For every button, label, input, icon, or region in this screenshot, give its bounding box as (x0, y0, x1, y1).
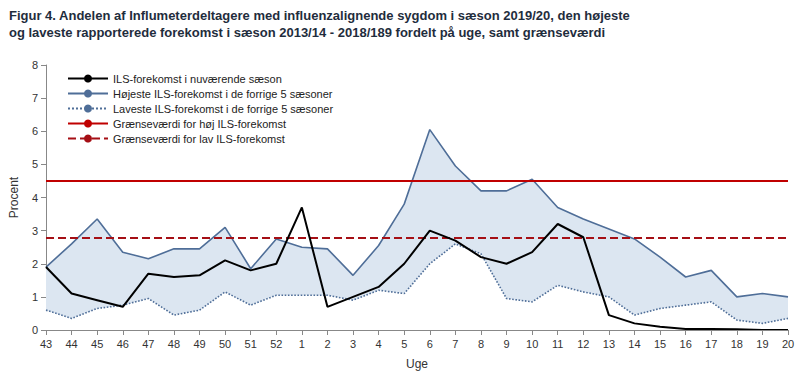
svg-text:Laveste ILS-forekomst i de for: Laveste ILS-forekomst i de forrige 5 sæs… (113, 103, 333, 115)
svg-text:8: 8 (478, 338, 484, 350)
svg-text:1: 1 (32, 291, 38, 303)
svg-text:20: 20 (782, 338, 794, 350)
svg-text:4: 4 (376, 338, 382, 350)
svg-text:Procent: Procent (7, 176, 21, 218)
svg-text:2: 2 (32, 258, 38, 270)
svg-text:og laveste rapporterede foreko: og laveste rapporterede forekomst i sæso… (9, 25, 605, 40)
svg-text:45: 45 (91, 338, 103, 350)
svg-text:17: 17 (705, 338, 717, 350)
svg-text:5: 5 (32, 158, 38, 170)
svg-text:Højeste ILS-forekomst i de for: Højeste ILS-forekomst i de forrige 5 sæs… (113, 88, 333, 100)
svg-text:43: 43 (40, 338, 52, 350)
svg-text:52: 52 (270, 338, 282, 350)
svg-text:6: 6 (32, 125, 38, 137)
svg-text:48: 48 (168, 338, 180, 350)
svg-text:3: 3 (350, 338, 356, 350)
svg-text:5: 5 (401, 338, 407, 350)
svg-text:49: 49 (193, 338, 205, 350)
svg-text:4: 4 (32, 192, 38, 204)
svg-text:13: 13 (603, 338, 615, 350)
svg-text:ILS-forekomst i nuværende sæso: ILS-forekomst i nuværende sæson (113, 73, 282, 85)
svg-text:2: 2 (324, 338, 330, 350)
svg-text:Grænseværdi for høj ILS-foreko: Grænseværdi for høj ILS-forekomst (113, 118, 286, 130)
svg-text:Figur 4. Andelen af Influmeter: Figur 4. Andelen af Influmeterdeltagere … (9, 8, 630, 23)
svg-text:50: 50 (219, 338, 231, 350)
svg-text:18: 18 (731, 338, 743, 350)
svg-text:11: 11 (552, 338, 563, 350)
svg-text:47: 47 (142, 338, 154, 350)
svg-text:15: 15 (654, 338, 666, 350)
svg-text:7: 7 (452, 338, 458, 350)
svg-text:8: 8 (32, 59, 38, 71)
svg-text:9: 9 (503, 338, 509, 350)
svg-text:51: 51 (245, 338, 257, 350)
svg-text:0: 0 (32, 324, 38, 336)
svg-text:Uge: Uge (406, 357, 428, 371)
svg-text:6: 6 (427, 338, 433, 350)
svg-text:1: 1 (299, 338, 305, 350)
svg-text:14: 14 (628, 338, 640, 350)
svg-text:10: 10 (526, 338, 538, 350)
svg-text:3: 3 (32, 225, 38, 237)
svg-text:46: 46 (117, 338, 129, 350)
svg-text:16: 16 (680, 338, 692, 350)
svg-text:Grænseværdi for lav ILS-foreko: Grænseværdi for lav ILS-forekomst (113, 133, 285, 145)
svg-text:12: 12 (577, 338, 589, 350)
svg-text:19: 19 (756, 338, 768, 350)
svg-text:44: 44 (65, 338, 77, 350)
svg-text:7: 7 (32, 92, 38, 104)
